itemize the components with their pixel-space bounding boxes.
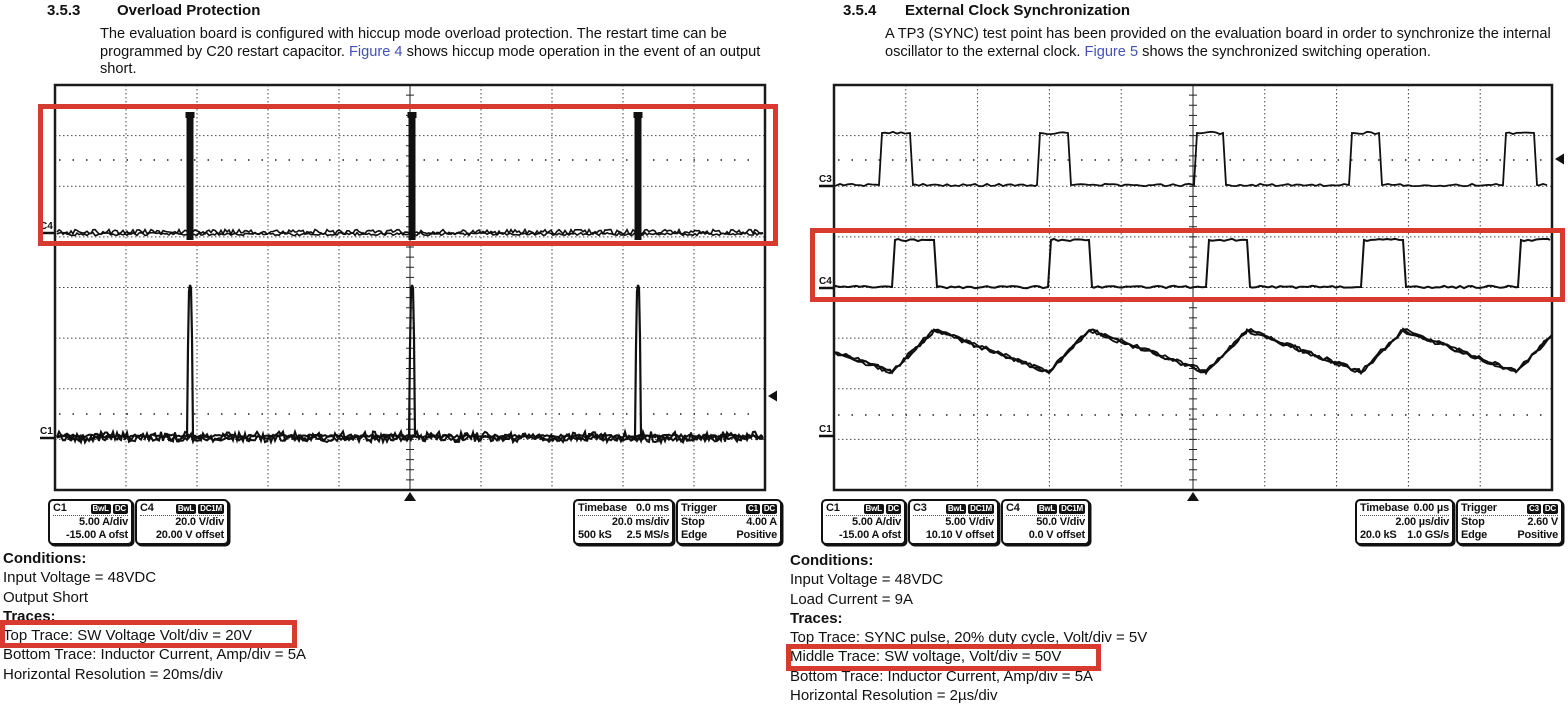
- timebase-delay: 0.00 µs: [1413, 502, 1449, 515]
- traces-heading: Traces:: [3, 607, 306, 626]
- coupling-badge: DC1M: [968, 504, 994, 514]
- bwl-badge: BwL: [864, 504, 884, 514]
- trace-line: Horizontal Resolution = 2µs/div: [790, 686, 1147, 704]
- channel-label: C1: [826, 502, 840, 515]
- svg-text:C1: C1: [819, 424, 832, 435]
- bwl-badge: BwL: [176, 504, 196, 514]
- trigger-label: Trigger: [681, 502, 717, 515]
- svg-text:C1: C1: [40, 426, 53, 437]
- channel-readout-c1: C1 BwL DC 5.00 A/div -15.00 A ofst: [821, 499, 906, 545]
- trigger-mode: Stop: [1461, 516, 1485, 529]
- figure-4-link[interactable]: Figure 4: [349, 44, 403, 60]
- timebase-delay: 0.0 ms: [636, 502, 669, 515]
- trace-line: Horizontal Resolution = 20ms/div: [3, 665, 306, 684]
- trigger-coupling-badge: DC: [1543, 504, 1558, 514]
- figure-5-link[interactable]: Figure 5: [1085, 44, 1139, 60]
- offset-value: -15.00 A ofst: [826, 529, 901, 542]
- conditions-block: Conditions: Input Voltage = 48VDC Load C…: [790, 551, 1147, 704]
- offset-value: 20.00 V offset: [140, 529, 224, 542]
- timebase-label: Timebase: [578, 502, 627, 515]
- time-per-div: 20.0 ms/div: [578, 516, 669, 529]
- channel-label: C1: [53, 502, 67, 515]
- section-heading-353: 3.5.3 Overload Protection: [47, 2, 260, 19]
- trace-line: Middle Trace: SW voltage, Volt/div = 50V: [790, 647, 1147, 666]
- trigger-slope: Positive: [736, 529, 777, 542]
- timebase-readout: Timebase 0.0 ms 20.0 ms/div 500 kS 2.5 M…: [573, 499, 674, 545]
- offset-value: -15.00 A ofst: [53, 529, 128, 542]
- trace-line: Bottom Trace: Inductor Current, Amp/div …: [3, 645, 306, 664]
- volts-per-div: 50.0 V/div: [1006, 516, 1085, 529]
- sample-count: 500 kS: [578, 529, 612, 542]
- coupling-badge: DC1M: [1059, 504, 1085, 514]
- oscilloscope-figure-4: C4C1: [55, 85, 781, 503]
- condition-line: Input Voltage = 48VDC: [790, 570, 1147, 589]
- timebase-label: Timebase: [1360, 502, 1409, 515]
- volts-per-div: 5.00 A/div: [826, 516, 901, 529]
- channel-readout-c3: C3 BwL DC1M 5.00 V/div 10.10 V offset: [908, 499, 999, 545]
- section-paragraph: A TP3 (SYNC) test point has been provide…: [885, 26, 1564, 61]
- paragraph-text: shows the synchronized switching operati…: [1138, 44, 1431, 60]
- bwl-badge: BwL: [91, 504, 111, 514]
- bwl-badge: BwL: [946, 504, 966, 514]
- condition-line: Load Current = 9A: [790, 590, 1147, 609]
- condition-line: Input Voltage = 48VDC: [3, 568, 306, 587]
- trigger-label: Trigger: [1461, 502, 1497, 515]
- trigger-source-badge: C1: [746, 504, 760, 514]
- channel-label: C3: [913, 502, 927, 515]
- coupling-badge: DC: [886, 504, 901, 514]
- trigger-level: 2.60 V: [1527, 516, 1558, 529]
- channel-label: C4: [140, 502, 154, 515]
- time-per-div: 2.00 µs/div: [1360, 516, 1449, 529]
- offset-value: 0.0 V offset: [1006, 529, 1085, 542]
- trigger-source-badge: C3: [1527, 504, 1541, 514]
- svg-text:C4: C4: [40, 221, 53, 232]
- channel-label: C4: [1006, 502, 1020, 515]
- trigger-coupling-badge: DC: [762, 504, 777, 514]
- offset-value: 10.10 V offset: [913, 529, 994, 542]
- trigger-slope: Positive: [1517, 529, 1558, 542]
- svg-text:C4: C4: [819, 276, 832, 287]
- trigger-readout: Trigger C3 DC Stop 2.60 V Edge Positive: [1456, 499, 1563, 545]
- timebase-readout: Timebase 0.00 µs 2.00 µs/div 20.0 kS 1.0…: [1355, 499, 1454, 545]
- condition-line: Output Short: [3, 588, 306, 607]
- conditions-heading: Conditions:: [3, 549, 306, 568]
- sample-rate: 1.0 GS/s: [1407, 529, 1449, 542]
- coupling-badge: DC: [113, 504, 128, 514]
- conditions-block: Conditions: Input Voltage = 48VDC Output…: [3, 549, 306, 684]
- trace-line: Bottom Trace: Inductor Current, Amp/div …: [790, 667, 1147, 686]
- trigger-type: Edge: [1461, 529, 1487, 542]
- trace-line: Top Trace: SW Voltage Volt/div = 20V: [3, 626, 306, 645]
- channel-readout-c4: C4 BwL DC1M 20.0 V/div 20.00 V offset: [135, 499, 229, 545]
- trigger-type: Edge: [681, 529, 707, 542]
- oscilloscope-figure-5: C3C4C1: [834, 85, 1568, 503]
- channel-readout-c4: C4 BwL DC1M 50.0 V/div 0.0 V offset: [1001, 499, 1090, 545]
- coupling-badge: DC1M: [198, 504, 224, 514]
- section-heading-354: 3.5.4 External Clock Synchronization: [843, 2, 1130, 19]
- trigger-level: 4.00 A: [746, 516, 777, 529]
- section-title: External Clock Synchronization: [905, 2, 1130, 19]
- section-paragraph: The evaluation board is configured with …: [100, 26, 776, 79]
- trace-line: Top Trace: SYNC pulse, 20% duty cycle, V…: [790, 628, 1147, 647]
- volts-per-div: 5.00 A/div: [53, 516, 128, 529]
- sample-rate: 2.5 MS/s: [627, 529, 669, 542]
- conditions-heading: Conditions:: [790, 551, 1147, 570]
- trigger-mode: Stop: [681, 516, 705, 529]
- volts-per-div: 20.0 V/div: [140, 516, 224, 529]
- channel-readout-c1: C1 BwL DC 5.00 A/div -15.00 A ofst: [48, 499, 133, 545]
- sample-count: 20.0 kS: [1360, 529, 1397, 542]
- svg-text:C3: C3: [819, 174, 832, 185]
- bwl-badge: BwL: [1037, 504, 1057, 514]
- traces-heading: Traces:: [790, 609, 1147, 628]
- trigger-readout: Trigger C1 DC Stop 4.00 A Edge Positive: [676, 499, 782, 545]
- section-number: 3.5.3: [47, 2, 117, 19]
- document-page: 3.5.3 Overload Protection The evaluation…: [0, 0, 1568, 704]
- section-number: 3.5.4: [843, 2, 905, 19]
- volts-per-div: 5.00 V/div: [913, 516, 994, 529]
- section-title: Overload Protection: [117, 2, 260, 19]
